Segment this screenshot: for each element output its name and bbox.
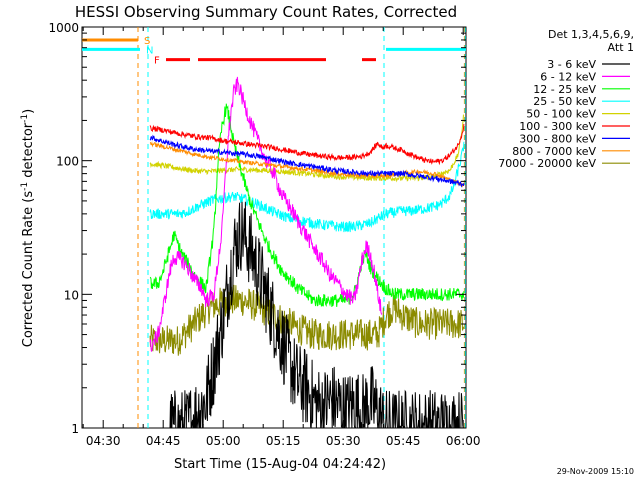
y-label-part3: ) [21,109,36,114]
series-layer [149,76,465,429]
plot-area: SNF [81,26,467,429]
instrument-flags: SNF [82,36,466,67]
series-line-12-25keV [149,103,465,308]
series-line-7000-20000keV [149,284,465,356]
x-tick-label-6: 06:00 [446,434,481,448]
x-tick-label-0: 04:30 [86,434,121,448]
y-axis-label: Corrected Count Rate (s-1 detector-1) [20,109,36,347]
instrument-state-lines [137,27,466,428]
legend-label-2: 12 - 25 keV [533,83,596,96]
y-label-sup1: -1 [20,182,30,191]
chart-title: HESSI Observing Summary Count Rates, Cor… [75,3,457,21]
legend-label-4: 50 - 100 keV [526,108,596,121]
legend-label-7: 800 - 7000 keV [512,145,596,158]
y-tick-label-3: 1000 [48,21,79,35]
x-tick-label-3: 05:15 [266,434,301,448]
legend-label-0: 3 - 6 keV [547,58,596,71]
y-label-sup2: -1 [20,114,30,123]
flag-label-N: N [146,45,153,56]
legend-header-attenuator: Att 1 [608,41,634,54]
legend-label-6: 300 - 800 keV [519,132,596,145]
flag-label-S: S [144,36,150,47]
series-line-25-50keV [149,141,465,233]
legend-label-3: 25 - 50 keV [533,95,596,108]
series-line-3-6keV [169,198,464,429]
series-line-100-300keV [149,124,465,166]
x-tick-label-5: 05:45 [386,434,421,448]
x-tick-label-1: 04:45 [146,434,181,448]
x-axis: 04:30 04:45 05:00 05:15 05:30 05:45 06:00 [82,27,481,448]
x-axis-label: Start Time (15-Aug-04 04:24:42) [174,457,386,472]
plot-frame [81,26,467,429]
y-tick-label-1: 10 [64,288,79,302]
legend-label-5: 100 - 300 keV [519,120,596,133]
y-axis: 1 10 100 1000 [48,21,466,436]
y-tick-label-0: 1 [71,422,79,436]
legend-label-1: 6 - 12 keV [540,70,596,83]
x-tick-label-2: 05:00 [206,434,241,448]
y-tick-label-2: 100 [56,155,79,169]
x-tick-label-4: 05:30 [326,434,361,448]
series-line-300-800keV [149,134,465,188]
y-label-part2: detector [21,122,36,182]
legend-header-detectors: Det 1,3,4,5,6,9, [548,28,634,41]
y-label-part1: Corrected Count Rate (s [21,191,36,348]
legend-label-8: 7000 - 20000 keV [498,157,596,170]
plot-timestamp: 29-Nov-2009 15:10 [557,467,634,476]
flag-label-F: F [154,56,160,67]
